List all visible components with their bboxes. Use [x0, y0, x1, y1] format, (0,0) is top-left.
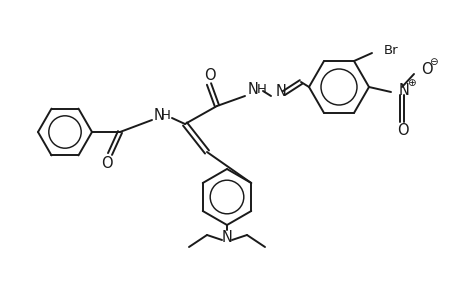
Text: H: H	[161, 109, 170, 122]
Text: N: N	[275, 83, 286, 98]
Text: O: O	[101, 155, 112, 170]
Text: N: N	[221, 230, 232, 245]
Text: O: O	[396, 122, 408, 137]
Text: N: N	[154, 107, 164, 122]
Text: N: N	[247, 82, 258, 97]
Text: ⊖: ⊖	[428, 57, 437, 67]
Text: N: N	[398, 82, 409, 98]
Text: ⊕: ⊕	[406, 78, 415, 88]
Text: H: H	[257, 82, 266, 95]
Text: O: O	[420, 61, 431, 76]
Text: O: O	[204, 68, 215, 82]
Text: Br: Br	[383, 44, 398, 56]
